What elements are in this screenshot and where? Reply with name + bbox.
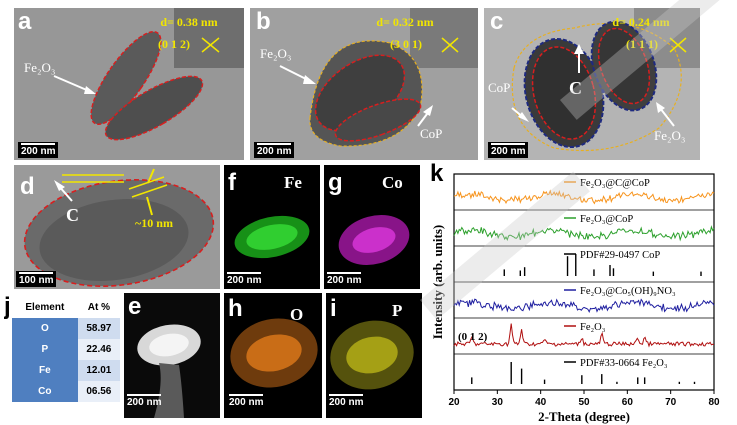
- panel-g-letter: g: [328, 169, 343, 196]
- panel-h-scalebar: 200 nm: [226, 393, 266, 409]
- x-tick-label: 40: [535, 397, 547, 408]
- y-axis-label: Intensity (arb. units): [430, 225, 445, 340]
- panel-f-eds-fe: f Fe 200 nm: [224, 165, 320, 289]
- panel-a-letter: a: [18, 8, 32, 35]
- panel-d-letter: d: [20, 173, 35, 200]
- panel-e-image: [124, 293, 220, 418]
- x-tick-label: 30: [492, 397, 504, 408]
- table-header-cell: Element: [25, 302, 65, 313]
- x-tick-label: 20: [448, 397, 460, 408]
- legend-label: PDF#29-0497 CoP: [580, 250, 660, 261]
- panel-e-haadf: e 200 nm: [124, 293, 220, 418]
- panel-j-table: j Element At % O 58.97 P 22.46 Fe 12.01 …: [4, 295, 122, 421]
- x-tick-label: 50: [578, 397, 590, 408]
- table-row: Co 06.56: [12, 381, 120, 402]
- series-line: [453, 323, 715, 348]
- panel-c-letter: c: [490, 8, 504, 35]
- panel-c-d-spacing: d= 0.24 nm: [612, 15, 670, 29]
- panel-d-carbon-label: C: [66, 205, 79, 225]
- x-tick-label: 70: [665, 397, 677, 408]
- panel-b-image: [250, 8, 478, 160]
- table-header-cell: At %: [87, 302, 110, 313]
- table-row: Fe 12.01: [12, 360, 120, 381]
- panel-a-image: [14, 8, 244, 160]
- table-cell: 58.97: [77, 318, 120, 339]
- panel-a-fe2o3-label: Fe₂O₃: [24, 60, 56, 75]
- panel-a-hkl: (0 1 2): [158, 37, 190, 51]
- panel-d-image: [14, 165, 220, 289]
- panel-g-element: Co: [382, 173, 403, 192]
- panel-c-fe2o3-label: Fe₂O₃: [654, 128, 686, 143]
- legend-label: Fe₂O₃@CoP: [580, 214, 633, 225]
- panel-f-letter: f: [228, 169, 236, 196]
- panel-h-map: [230, 318, 318, 388]
- panel-i-map: [330, 320, 414, 390]
- series-line: [453, 298, 715, 314]
- panel-b-d-spacing: d= 0.32 nm: [376, 15, 434, 29]
- panel-b-hkl: (3 0 1): [390, 37, 422, 51]
- table-cell: 22.46: [77, 339, 120, 360]
- panel-j-letter: j: [4, 295, 11, 320]
- panel-a-scalebar: 200 nm: [18, 142, 59, 158]
- panel-c-cop-label: CoP: [488, 80, 511, 95]
- panel-h-letter: h: [228, 295, 243, 322]
- panel-a-d-spacing: d= 0.38 nm: [160, 15, 218, 29]
- table-cell: Co: [12, 381, 78, 402]
- panel-h-eds-o: h O 200 nm: [224, 293, 322, 418]
- panel-k-letter: k: [430, 162, 444, 187]
- panel-f-element: Fe: [284, 173, 302, 192]
- x-tick-label: 60: [622, 397, 634, 408]
- composition-table: Element At % O 58.97 P 22.46 Fe 12.01 Co…: [12, 297, 120, 402]
- panel-g-eds-co: g Co 200 nm: [324, 165, 420, 289]
- table-row: P 22.46: [12, 339, 120, 360]
- x-tick-label: 80: [708, 397, 720, 408]
- legend-label: Fe₂O₃@C@CoP: [580, 178, 650, 189]
- x-axis-label: 2-Theta (degree): [538, 409, 630, 424]
- panel-c-carbon-label: C: [569, 78, 582, 98]
- table-cell: Fe: [12, 360, 78, 381]
- panel-d-tem: d C ~10 nm 100 nm: [14, 165, 220, 289]
- xrd-chart: Fe₂O₃@C@CoP Fe₂O₃@CoP PDF#29-0497 CoP Fe₂O₃…: [430, 173, 720, 424]
- peak-annotation: (0 1 2): [458, 331, 488, 343]
- table-cell: 12.01: [77, 360, 120, 381]
- panel-g-scalebar: 200 nm: [324, 271, 364, 287]
- series-line: [453, 189, 715, 205]
- panel-i-eds-p: i P 200 nm: [326, 293, 422, 418]
- panel-d-thickness: ~10 nm: [135, 216, 173, 230]
- panel-g-map: [338, 215, 410, 265]
- legend-label: PDF#33-0664 Fe₂O₃: [580, 358, 668, 369]
- panel-i-letter: i: [330, 295, 337, 322]
- panel-i-element: P: [392, 301, 403, 320]
- panel-b-scalebar: 200 nm: [254, 142, 295, 158]
- panel-c-hkl: (1 1 1): [626, 37, 658, 51]
- table-cell: P: [12, 339, 78, 360]
- panel-e-scalebar: 200 nm: [124, 393, 164, 409]
- panel-i-scalebar: 200 nm: [326, 393, 366, 409]
- panel-d-scalebar: 100 nm: [16, 271, 57, 287]
- panel-f-map: [234, 215, 310, 259]
- panel-k-xrd: k Fe₂O₃@C@CoP Fe₂O₃@CoP PDF#29-0497 CoP Fe₂…: [424, 162, 736, 424]
- series-line: [453, 225, 715, 242]
- panel-b-cop-label: CoP: [420, 126, 443, 141]
- table-header-row: Element At %: [12, 297, 120, 318]
- panel-a-tem: a d= 0.38 nm (0 1 2) Fe₂O₃ 200 nm: [14, 8, 244, 160]
- table-cell: O: [12, 318, 78, 339]
- panel-c-image: [484, 8, 700, 160]
- panel-b-fe2o3-label: Fe₂O₃: [260, 46, 292, 61]
- legend-label: Fe₂O₃: [580, 322, 606, 333]
- panel-b-tem: b d= 0.32 nm (3 0 1) Fe₂O₃ CoP 200 nm: [250, 8, 478, 160]
- panel-c-tem: c d= 0.24 nm (1 1 1) CoP C Fe₂O₃ 200 nm: [484, 8, 700, 160]
- table-cell: 06.56: [77, 381, 120, 402]
- panel-b-letter: b: [256, 8, 271, 35]
- panel-e-letter: e: [128, 293, 142, 320]
- legend-label: Fe₂O₃@Co₅(OH)₉NO₃: [580, 286, 676, 297]
- panel-c-scalebar: 200 nm: [488, 142, 529, 158]
- panel-h-element: O: [290, 305, 304, 324]
- panel-f-scalebar: 200 nm: [224, 271, 264, 287]
- table-row: O 58.97: [12, 318, 120, 339]
